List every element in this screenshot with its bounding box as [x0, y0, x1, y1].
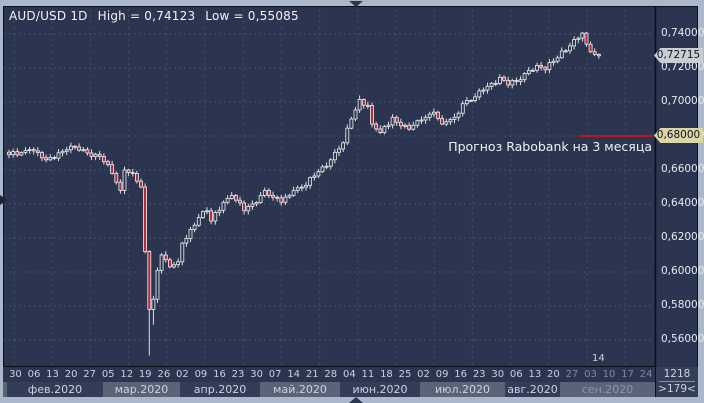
symbol-timeframe-label: AUD/USD 1D — [9, 9, 88, 23]
x-axis-label: 27 — [565, 369, 579, 380]
month-label: мар.2020 — [114, 383, 169, 396]
x-axis-label: 12 — [120, 369, 134, 380]
month-band: мар.2020 — [103, 382, 180, 397]
y-axis-label: 0,56000 — [661, 333, 704, 345]
status-value-bottom: >179< — [658, 383, 696, 395]
y-axis-label: 0,72000 — [661, 61, 704, 73]
x-axis-label: 06 — [27, 369, 41, 380]
y-axis-label: 0,66000 — [661, 163, 704, 175]
x-axis-label: 16 — [454, 369, 468, 380]
x-axis-label: 14 — [287, 369, 301, 380]
chart-shift-marker-top-icon[interactable] — [349, 1, 363, 7]
y-axis-label: 0,70000 — [661, 95, 704, 107]
y-axis-label: 0,60000 — [661, 265, 704, 277]
x-axis-label: 03 — [584, 369, 597, 380]
month-band — [3, 382, 7, 397]
x-axis-label: 19 — [138, 369, 152, 380]
x-axis-label: 13 — [528, 369, 542, 380]
current-price-tag: 0,72715 — [654, 48, 703, 63]
x-axis-label: 09 — [194, 369, 208, 380]
month-label: июл.2020 — [435, 383, 490, 396]
x-axis-label: 20 — [547, 369, 560, 380]
time-axis[interactable]: 30 06 13 20 27 05 12 19 26 02 09 16 23 30 07 14 21 28 04 11… — [3, 366, 655, 382]
x-axis-label: 18 — [380, 369, 393, 380]
forecast-price-tag: 0,68000 — [654, 128, 703, 143]
month-band: сен.2020 — [560, 382, 655, 397]
x-axis-label: 30 — [250, 369, 263, 380]
x-axis-label: 07 — [268, 369, 282, 380]
month-axis[interactable]: фев.2020 мар.2020 апр.2020 май.2020 июн.2020… — [3, 382, 655, 397]
month-label: апр.2020 — [193, 383, 247, 396]
x-axis-label: 04 — [342, 369, 356, 380]
x-axis-label: 17 — [621, 369, 634, 380]
x-axis-label: 28 — [324, 369, 338, 380]
x-axis-label: 10 — [602, 369, 616, 380]
x-axis-label: 25 — [398, 369, 412, 380]
bar-counter-label: 14 — [592, 353, 605, 364]
month-label: май.2020 — [273, 383, 327, 396]
month-band: авг.2020 — [505, 382, 560, 397]
chart-title: AUD/USD 1D High = 0,74123 Low = 0,55085 — [9, 9, 309, 23]
month-band: апр.2020 — [180, 382, 260, 397]
status-corner: 1218 >179< — [656, 367, 698, 397]
x-axis-label: 23 — [472, 369, 486, 380]
forecast-annotation: Прогноз Rabobank на 3 месяца — [448, 139, 652, 154]
status-value-top: 1218 — [663, 368, 691, 380]
x-axis-label: 27 — [83, 369, 97, 380]
x-axis-label: 20 — [64, 369, 78, 380]
month-band: фев.2020 — [7, 382, 103, 397]
x-axis-label: 23 — [231, 369, 245, 380]
x-axis-label: 13 — [46, 369, 59, 380]
x-axis-label: 30 — [491, 369, 505, 380]
y-axis-label: 0,64000 — [661, 197, 704, 209]
x-axis-label: 09 — [435, 369, 449, 380]
x-axis-label: 06 — [509, 369, 523, 380]
high-value-label: High = 0,74123 — [97, 9, 196, 23]
x-axis-label: 11 — [361, 369, 375, 380]
x-axis-label: 02 — [417, 369, 430, 380]
chart-shift-marker-bottom-icon[interactable] — [349, 397, 363, 403]
low-value-label: Low = 0,55085 — [205, 9, 299, 23]
y-axis-label: 0,62000 — [661, 231, 704, 243]
y-axis-label: 0,74000 — [661, 27, 704, 39]
y-axis-label: 0,58000 — [661, 299, 704, 311]
month-label: сен.2020 — [581, 383, 634, 396]
x-axis-label: 30 — [9, 369, 22, 380]
x-axis-label: 21 — [305, 369, 319, 380]
month-band: июн.2020 — [340, 382, 420, 397]
x-axis-label: 26 — [157, 369, 171, 380]
x-axis-label: 16 — [213, 369, 226, 380]
month-label: июн.2020 — [352, 383, 408, 396]
x-axis-label: 05 — [101, 369, 115, 380]
month-label: фев.2020 — [27, 383, 83, 396]
x-axis-label: 24 — [639, 369, 653, 380]
month-band: июл.2020 — [420, 382, 505, 397]
corner-divider — [659, 381, 695, 382]
left-edge-marker-icon — [0, 195, 7, 205]
month-band: май.2020 — [260, 382, 340, 397]
x-axis-label: 02 — [176, 369, 189, 380]
month-label: авг.2020 — [507, 383, 558, 396]
chart-window — [3, 6, 698, 397]
